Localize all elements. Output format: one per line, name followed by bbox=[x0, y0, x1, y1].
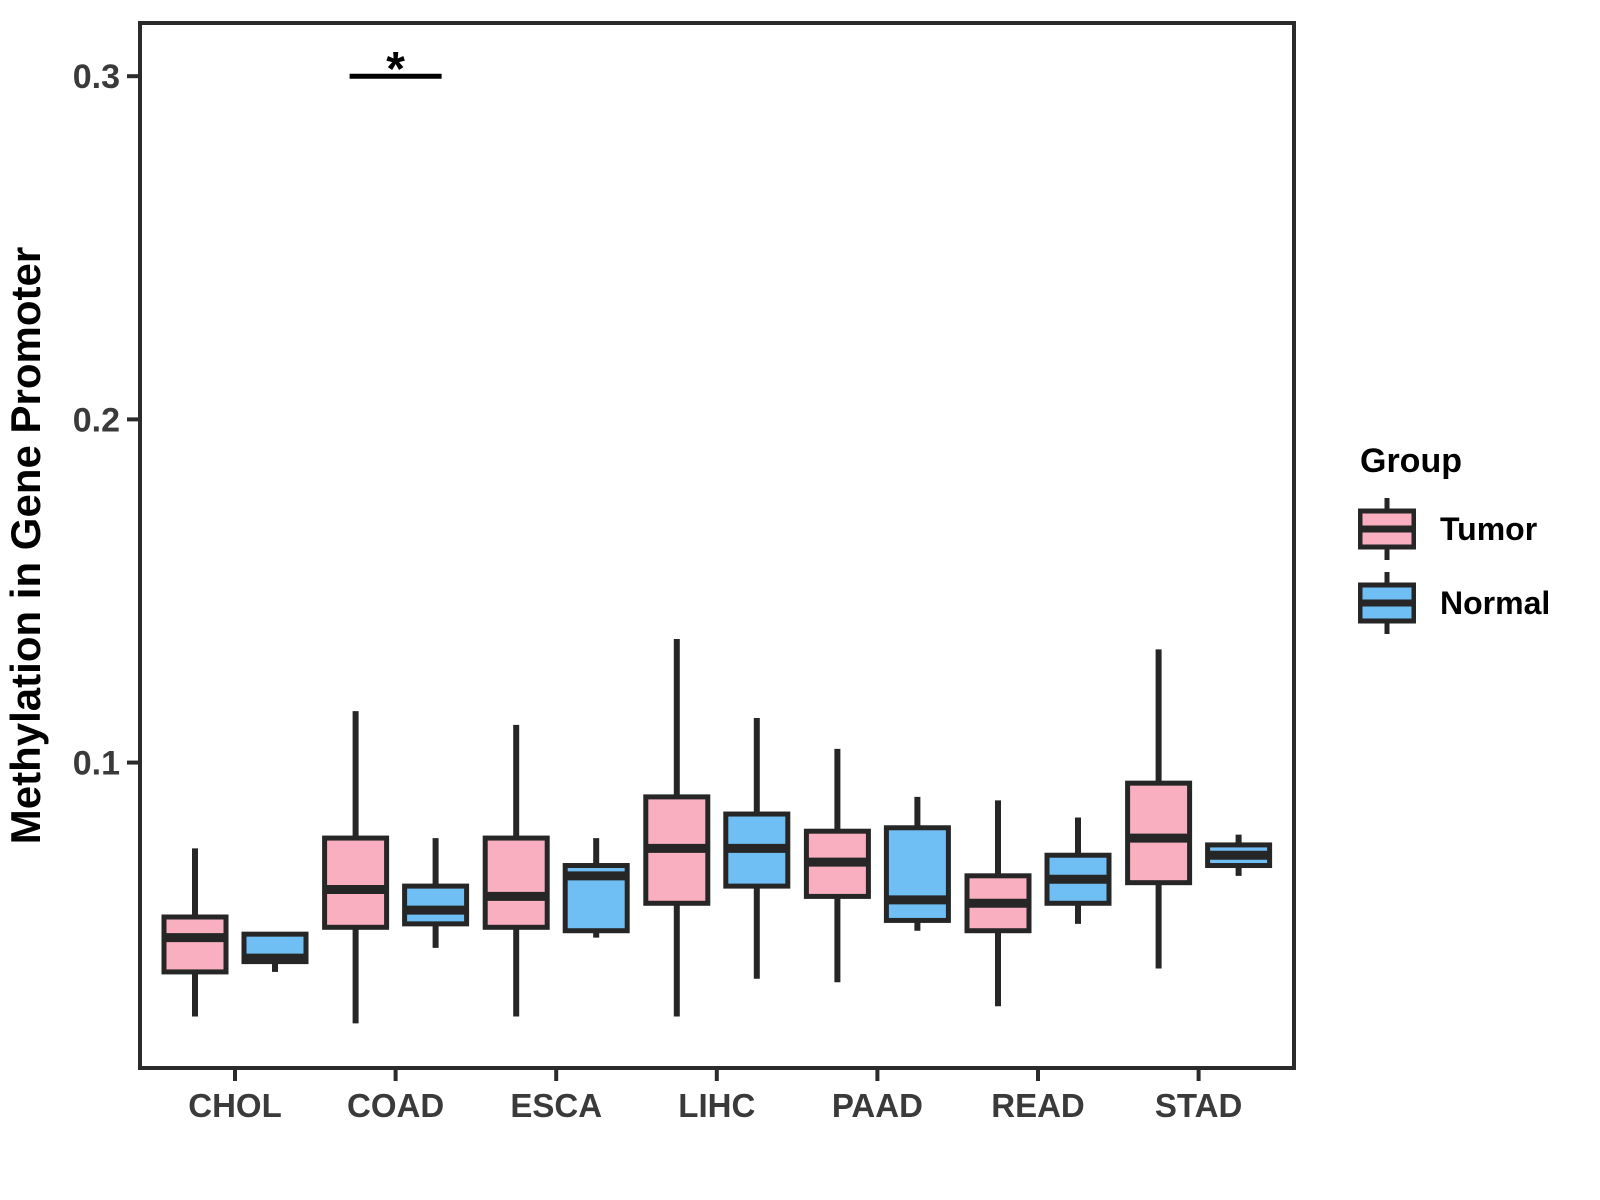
y-axis-title: Methylation in Gene Promoter bbox=[2, 247, 49, 844]
y-axis-tick-label: 0.2 bbox=[73, 401, 120, 439]
box-esca-tumor bbox=[482, 835, 550, 930]
plot-panel-border bbox=[138, 21, 1296, 1070]
box-paad-normal bbox=[883, 825, 951, 923]
x-axis-tick-label-lihc: LIHC bbox=[678, 1087, 755, 1124]
legend-item-tumor: Tumor bbox=[1358, 497, 1550, 561]
normal-boxplot-key-icon bbox=[1358, 572, 1416, 634]
legend-item-normal: Normal bbox=[1358, 571, 1550, 635]
y-axis-tick-label: 0.3 bbox=[73, 58, 120, 96]
box-coad-normal bbox=[402, 883, 470, 927]
significance-star: * bbox=[386, 43, 405, 96]
x-axis-tick-label-read: READ bbox=[991, 1087, 1085, 1124]
box-stad-tumor bbox=[1125, 780, 1193, 886]
legend-label-tumor: Tumor bbox=[1440, 510, 1538, 547]
x-axis-tick-label-stad: STAD bbox=[1155, 1087, 1242, 1124]
tumor-boxplot-key-icon bbox=[1358, 498, 1416, 560]
legend-title: Group bbox=[1360, 442, 1462, 480]
x-axis-tick-label-coad: COAD bbox=[347, 1087, 444, 1124]
x-axis-tick-label-paad: PAAD bbox=[832, 1087, 923, 1124]
box-coad-tumor bbox=[322, 835, 390, 930]
legend: Group Tumor Normal bbox=[1358, 442, 1550, 645]
legend-label-normal: Normal bbox=[1440, 584, 1551, 621]
x-axis-tick-label-chol: CHOL bbox=[188, 1087, 282, 1124]
y-axis-tick-label: 0.1 bbox=[73, 745, 120, 783]
x-axis-tick-label-esca: ESCA bbox=[510, 1087, 602, 1124]
box-chol-tumor bbox=[161, 914, 229, 975]
